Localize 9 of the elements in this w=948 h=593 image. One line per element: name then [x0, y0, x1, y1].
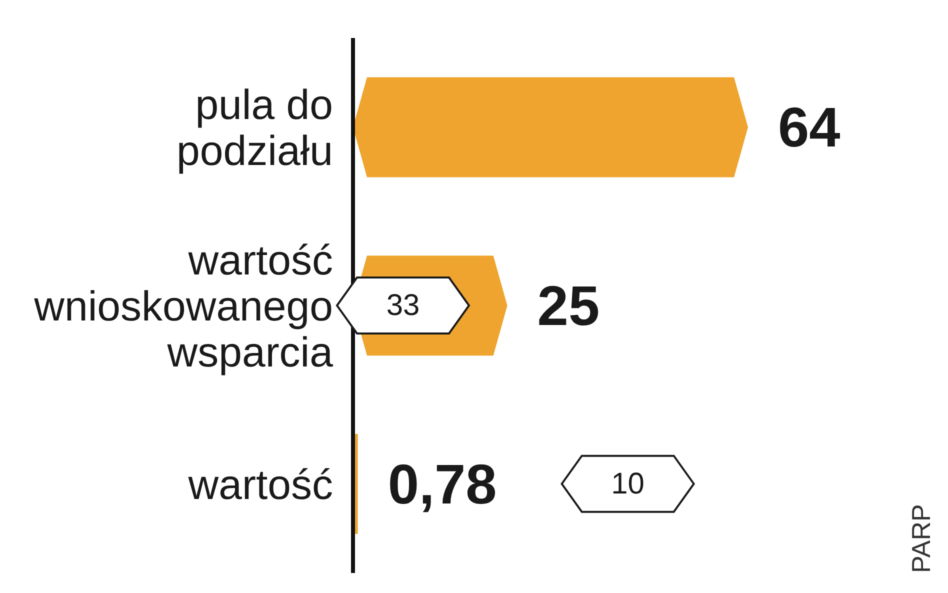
data-label: 64: [778, 96, 840, 159]
text: PARP: [906, 504, 936, 573]
annotation: 10: [611, 467, 644, 500]
data-label: 25: [537, 274, 600, 338]
data-label: 0,78: [388, 452, 497, 516]
y-tick-label: wartość wnioskowanego wsparcia: [33, 236, 334, 375]
annotation: 33: [386, 289, 420, 322]
y-tick-label: wartość: [187, 460, 333, 508]
y-tick-label: pula do podziału: [176, 80, 333, 174]
